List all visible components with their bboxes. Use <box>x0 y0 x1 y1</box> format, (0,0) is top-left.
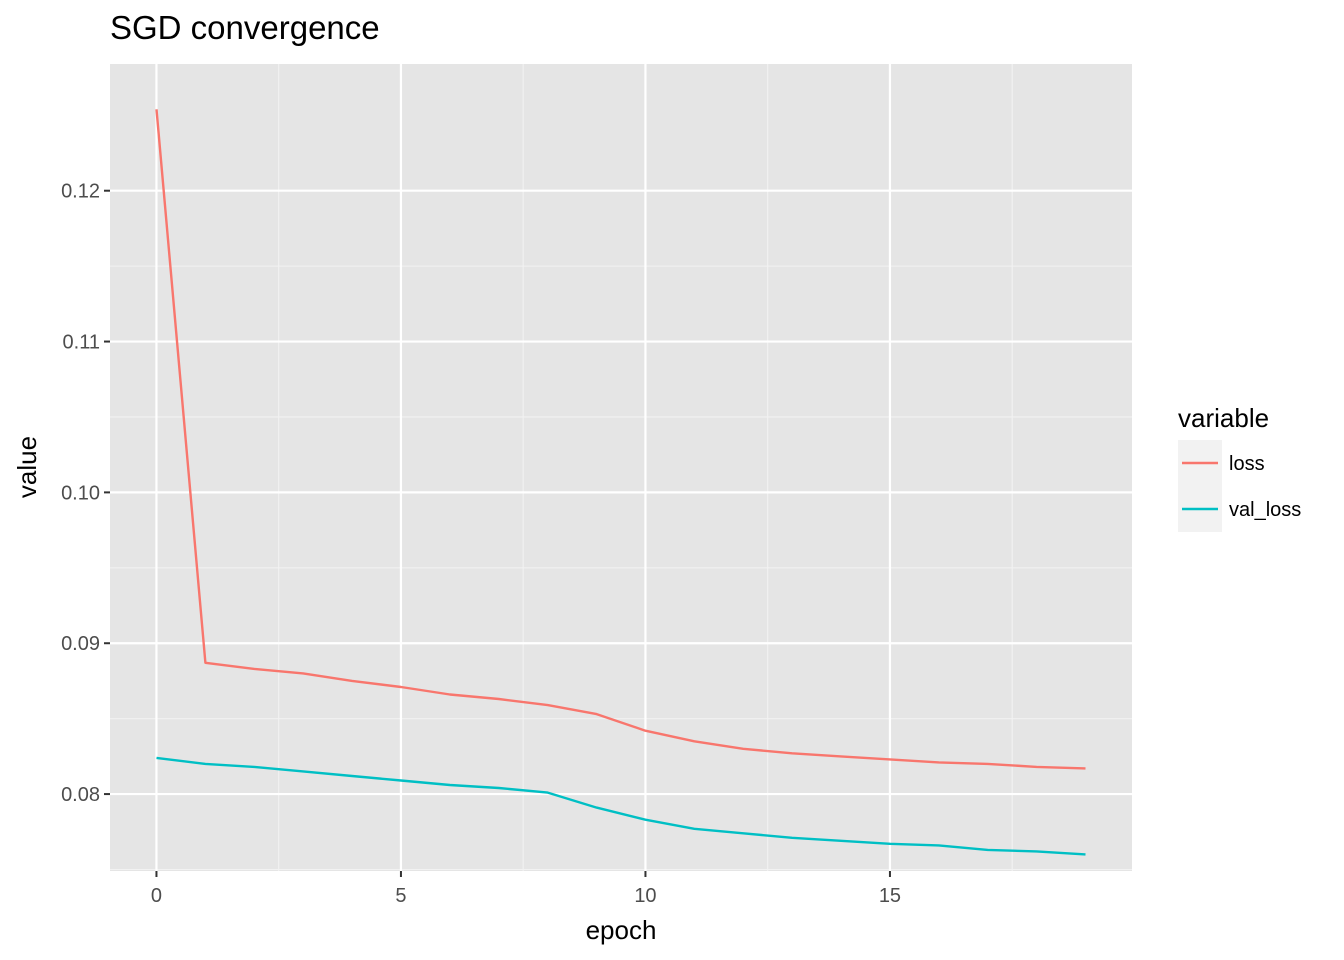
y-tick-label: 0.10 <box>61 482 100 504</box>
x-tick-label: 15 <box>879 885 901 907</box>
y-tick-label: 0.09 <box>61 633 100 655</box>
legend-title: variable <box>1178 403 1269 433</box>
y-tick-label: 0.11 <box>63 332 100 354</box>
legend-label: val_loss <box>1229 499 1301 521</box>
axis-ticks <box>104 189 891 877</box>
legend-item-val-loss: val_loss <box>1178 486 1301 532</box>
x-tick-label: 0 <box>151 885 162 907</box>
y-tick-label: 0.12 <box>61 181 100 203</box>
legend-items: loss val_loss <box>1178 440 1301 532</box>
series-lines <box>155 109 1086 856</box>
grid-major <box>110 64 1132 871</box>
legend: variable loss val_loss <box>1178 403 1301 532</box>
grid-minor <box>110 64 1132 871</box>
x-tick-labels: 0 5 10 15 <box>151 885 901 907</box>
x-axis-title: epoch <box>586 915 657 945</box>
legend-item-loss: loss <box>1178 440 1265 486</box>
x-tick-label: 5 <box>395 885 406 907</box>
plot-panel <box>110 64 1132 871</box>
legend-label: loss <box>1229 453 1265 475</box>
chart-title: SGD convergence <box>110 9 380 46</box>
series-line-loss <box>155 109 1086 770</box>
series-line-val-loss <box>156 756 1086 856</box>
x-tick-label: 10 <box>634 885 656 907</box>
y-axis-title: value <box>12 436 42 498</box>
y-tick-labels: 0.08 0.09 0.10 0.11 0.12 <box>61 181 100 806</box>
y-tick-label: 0.08 <box>61 784 100 806</box>
